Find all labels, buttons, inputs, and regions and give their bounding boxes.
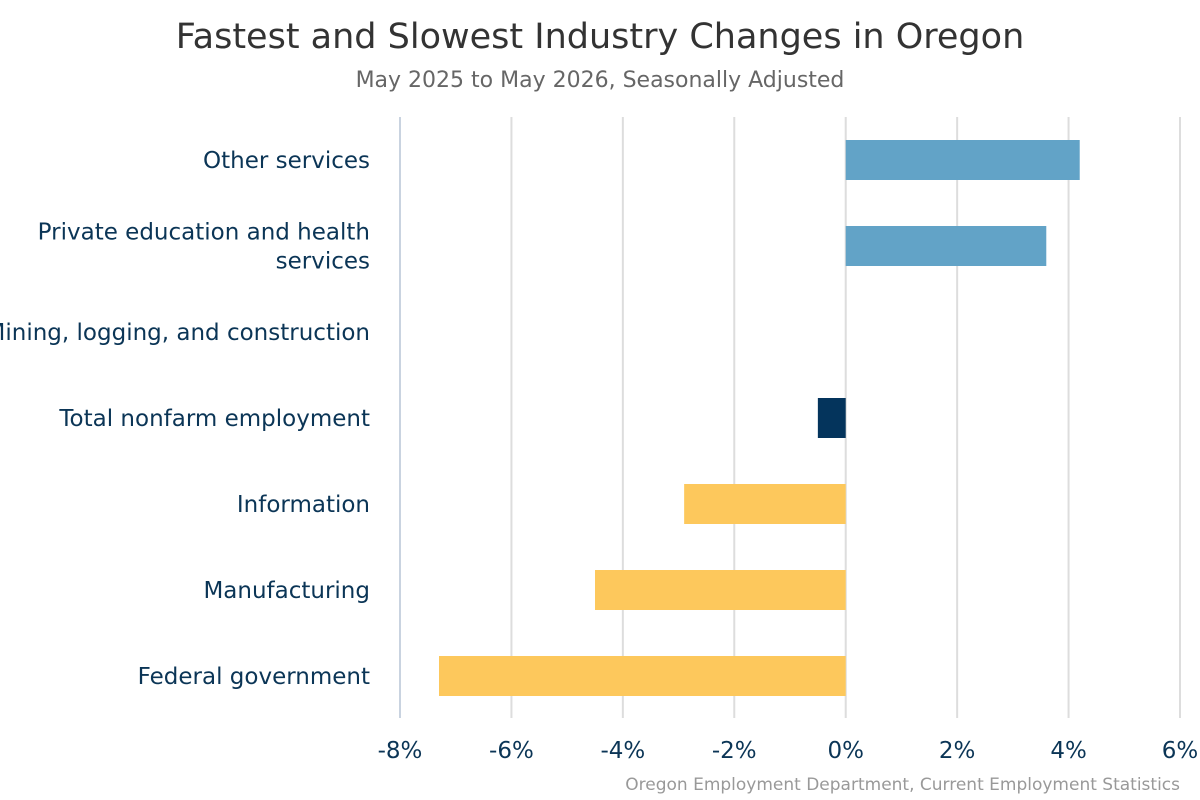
gridlines [399, 117, 1181, 718]
bars [439, 140, 1080, 696]
x-tick-label: -4% [600, 738, 645, 764]
x-tick-label: -8% [378, 738, 423, 764]
category-label: Federal government [138, 664, 370, 690]
category-label: Private education and health [38, 220, 370, 246]
category-label: Information [237, 492, 370, 518]
category-label: Other services [203, 148, 370, 174]
x-tick-label: 2% [939, 738, 976, 764]
x-tick-label: 4% [1050, 738, 1087, 764]
x-tick-label: -2% [712, 738, 757, 764]
bar [684, 484, 846, 524]
x-tick-label: 6% [1162, 738, 1199, 764]
x-tick-label: -6% [489, 738, 534, 764]
bar [595, 570, 846, 610]
bar [817, 398, 846, 438]
chart-title: Fastest and Slowest Industry Changes in … [176, 17, 1025, 57]
bar [845, 140, 1080, 180]
category-label: Total nonfarm employment [58, 406, 370, 432]
category-label: services [276, 249, 370, 275]
source-note: Oregon Employment Department, Current Em… [625, 775, 1180, 795]
category-label: Manufacturing [203, 578, 370, 604]
bar [845, 226, 1047, 266]
bar [439, 656, 846, 696]
x-tick-label: 0% [827, 738, 864, 764]
category-labels: Other services Private education and heal… [0, 148, 370, 690]
chart-subtitle: May 2025 to May 2026, Seasonally Adjuste… [356, 68, 845, 93]
x-axis-tick-labels: -8% -6% -4% -2% 0% 2% 4% 6% [378, 738, 1199, 764]
category-label: Mining, logging, and construction [0, 320, 370, 346]
